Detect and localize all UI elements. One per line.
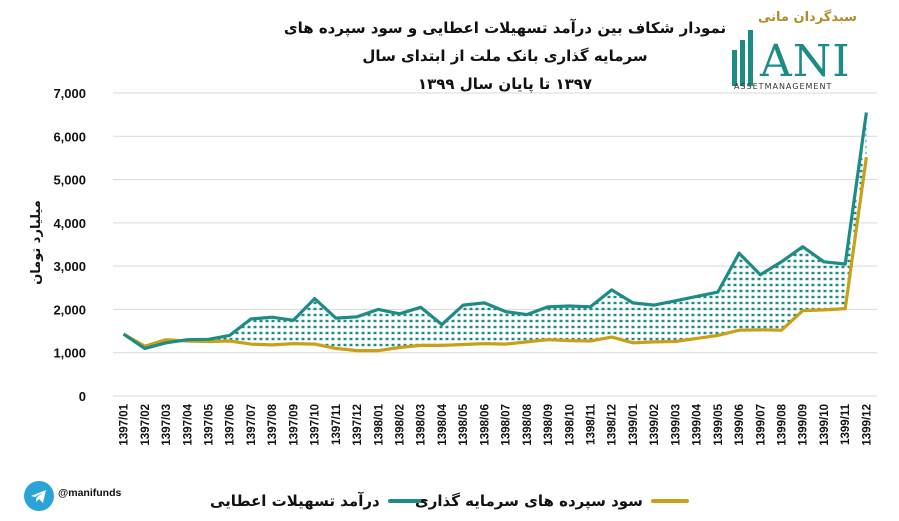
x-tick-label: 1398/05 (458, 403, 470, 445)
x-tick-label: 1397/03 (161, 404, 173, 446)
y-tick-label: 2,000 (53, 302, 86, 317)
x-tick-label: 1398/03 (416, 404, 428, 446)
chart-title-line1: نمودار شکاف بین درآمد تسهیلات اعطایی و س… (283, 19, 727, 65)
x-tick-label: 1398/11 (586, 403, 598, 445)
x-tick-label: 1399/09 (798, 404, 810, 446)
x-tick-label: 1399/03 (670, 404, 682, 446)
logo: سبدگردان مانی ANI ASSETMANAGEMENT (730, 10, 860, 92)
logo-subtitle: ASSETMANAGEMENT (734, 82, 833, 91)
x-tick-label: 1397/06 (225, 404, 237, 446)
x-tick-label: 1398/09 (543, 404, 555, 446)
x-tick-label: 1399/06 (734, 404, 746, 446)
series-line-loan-income (122, 112, 868, 350)
x-tick-label: 1399/05 (713, 403, 725, 445)
x-tick-label: 1399/07 (755, 404, 767, 446)
logo-brand-text: سبدگردان مانی (758, 10, 857, 25)
gridlines (113, 92, 877, 397)
x-axis-ticks: 1397/01 1397/02 1397/03 1397/04 1397/05 1397/… (119, 403, 874, 445)
telegram-icon[interactable] (24, 481, 54, 511)
x-tick-label: 1399/12 (861, 404, 873, 446)
y-tick-label: 3,000 (53, 259, 86, 274)
x-tick-label: 1397/02 (140, 404, 152, 446)
x-tick-label: 1398/02 (395, 404, 407, 446)
y-tick-label: 7,000 (53, 86, 86, 101)
y-tick-label: 4,000 (53, 216, 86, 231)
x-tick-label: 1397/10 (310, 404, 322, 446)
x-tick-label: 1398/08 (522, 403, 534, 445)
x-tick-label: 1399/01 (628, 403, 640, 445)
x-tick-label: 1399/04 (692, 403, 704, 445)
legend-label-loans: درآمد تسهیلات اعطایی (210, 492, 380, 510)
y-axis-ticks: 0 1,000 2,000 3,000 4,000 5,000 6,000 7,000 (53, 86, 86, 404)
x-tick-label: 1398/06 (479, 404, 491, 446)
y-tick-label: 5,000 (53, 173, 86, 188)
x-tick-label: 1399/11 (840, 403, 852, 445)
legend: درآمد تسهیلات اعطایی سود سپرده های سرمای… (210, 486, 710, 516)
x-tick-label: 1398/01 (373, 403, 385, 445)
line-chart: 0 1,000 2,000 3,000 4,000 5,000 6,000 7,000 139… (53, 86, 877, 446)
chart-title-line2: ۱۳۹۷ تا پایان سال ۱۳۹۹ (417, 75, 593, 93)
telegram-handle[interactable]: @manifunds (58, 487, 122, 499)
legend-item-deposits: سود سپرده های سرمایه گذاری (415, 486, 689, 516)
x-tick-label: 1397/05 (204, 403, 216, 445)
logo-wordmark: ANI (760, 36, 851, 87)
x-tick-label: 1399/02 (649, 404, 661, 446)
legend-label-deposits: سود سپرده های سرمایه گذاری (415, 492, 643, 510)
legend-swatch-deposits (650, 499, 689, 503)
series-line-deposit-interest (122, 156, 868, 353)
y-tick-label: 0 (79, 389, 86, 404)
legend-swatch-loans (387, 499, 426, 503)
x-tick-label: 1398/12 (607, 404, 619, 446)
x-tick-label: 1399/08 (777, 403, 789, 445)
x-tick-label: 1398/10 (564, 404, 576, 446)
x-tick-label: 1397/01 (119, 403, 131, 445)
x-tick-label: 1397/07 (246, 404, 258, 446)
x-tick-label: 1397/04 (182, 403, 194, 445)
x-tick-label: 1397/12 (352, 404, 364, 446)
logo-bars-icon (732, 30, 753, 86)
x-tick-label: 1397/09 (288, 404, 300, 446)
gap-hatched-area (123, 112, 867, 351)
y-tick-label: 1,000 (53, 346, 86, 361)
x-tick-label: 1399/10 (819, 404, 831, 446)
x-tick-label: 1397/08 (267, 403, 279, 445)
chart-title: نمودار شکاف بین درآمد تسهیلات اعطایی و س… (270, 14, 740, 98)
legend-item-loans: درآمد تسهیلات اعطایی (210, 486, 426, 516)
y-tick-label: 6,000 (53, 129, 86, 144)
x-tick-label: 1398/07 (501, 404, 513, 446)
x-tick-label: 1398/04 (437, 403, 449, 445)
x-tick-label: 1397/11 (331, 403, 343, 445)
